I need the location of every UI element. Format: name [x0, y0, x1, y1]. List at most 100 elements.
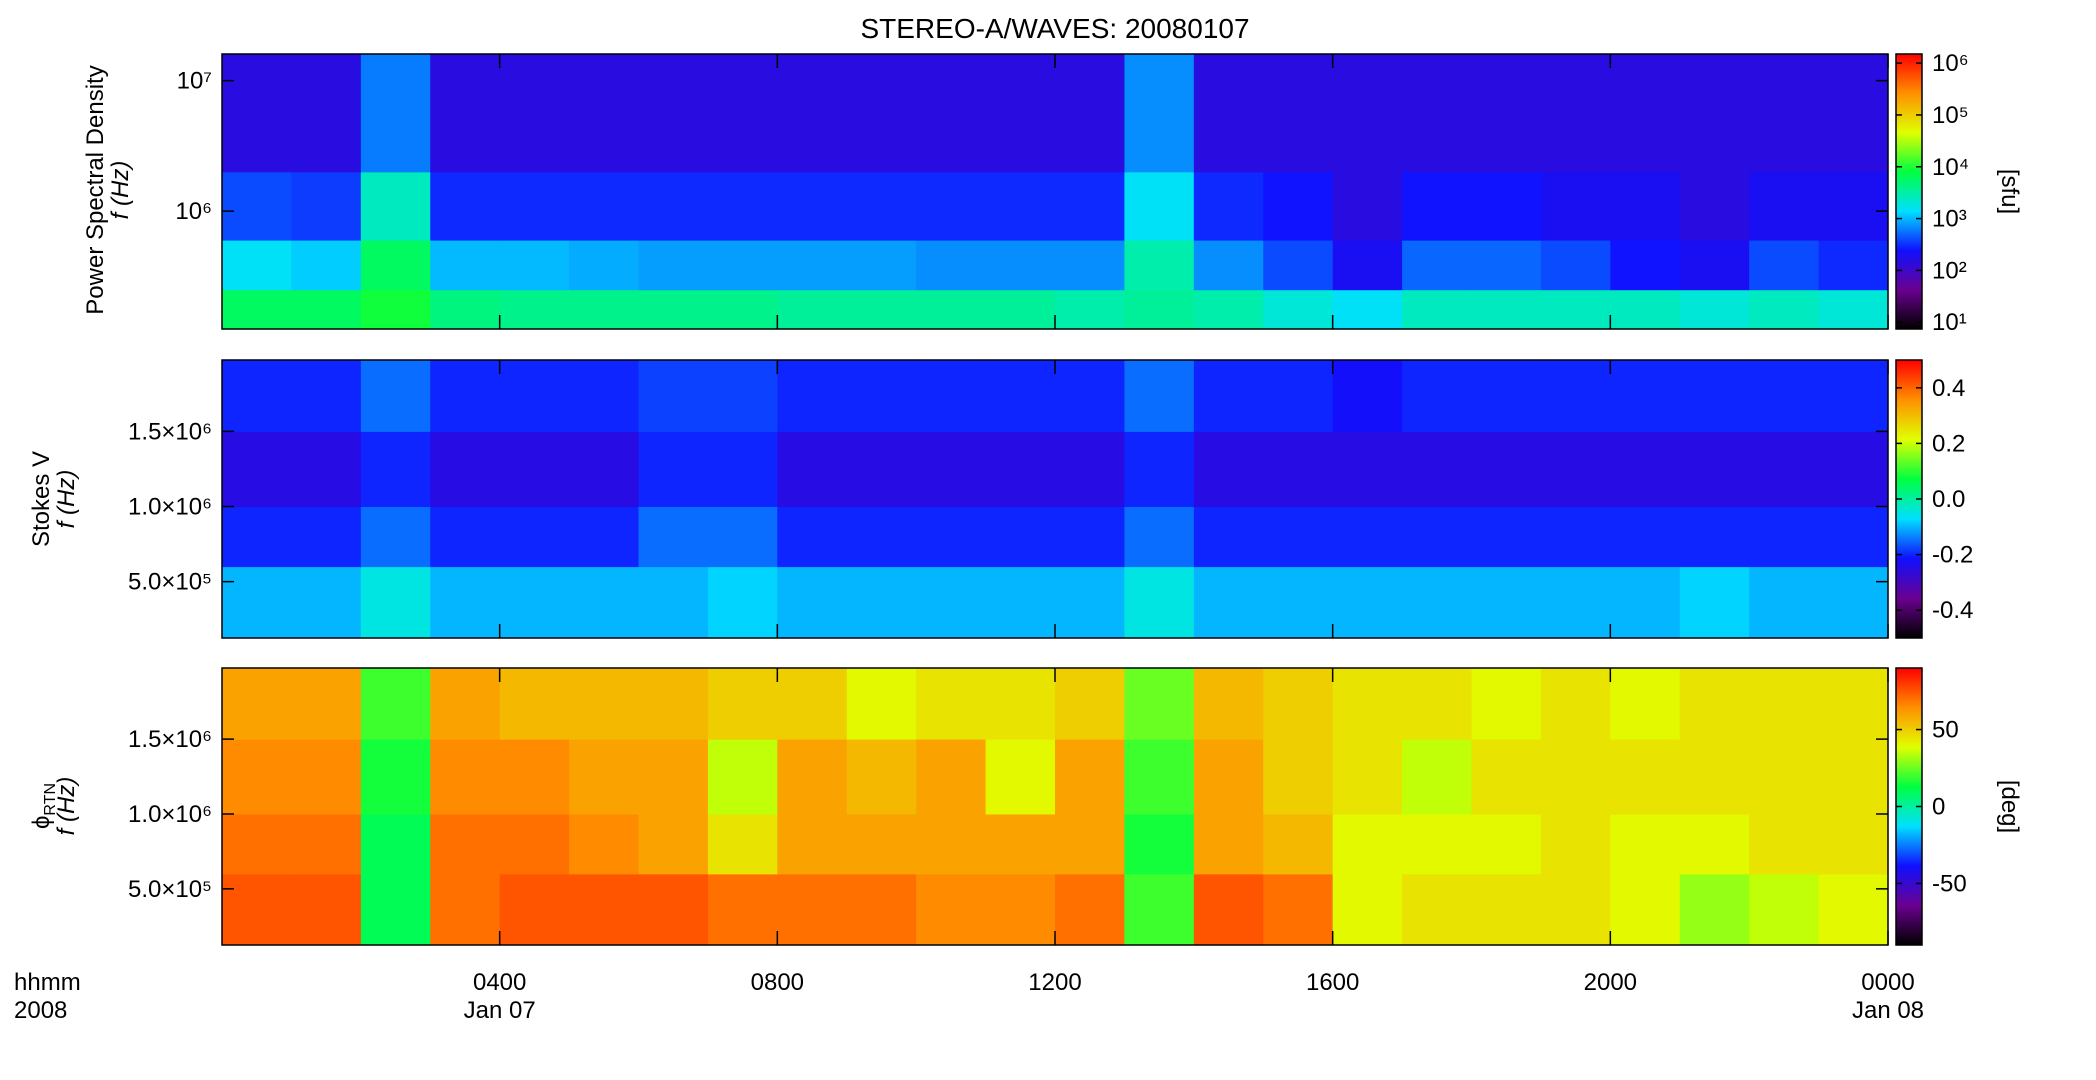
- heatmap-cell: [1193, 360, 1264, 432]
- heatmap-cell: [638, 873, 709, 946]
- x-tick-label: 1200: [1028, 969, 1081, 996]
- heatmap-cell: [1610, 289, 1681, 330]
- heatmap-cell: [1749, 739, 1820, 815]
- heatmap-cell: [499, 506, 570, 568]
- heatmap-cell: [360, 431, 431, 508]
- heatmap-cell: [985, 668, 1056, 740]
- heatmap-cell: [777, 289, 848, 330]
- chart-title: STEREO-A/WAVES: 20080107: [860, 13, 1249, 44]
- heatmap-cell: [777, 240, 848, 291]
- heatmap-cell: [222, 431, 292, 508]
- heatmap-cell: [1749, 171, 1820, 241]
- heatmap-cell: [846, 813, 917, 875]
- heatmap-cell: [1749, 813, 1820, 875]
- heatmap-cell: [360, 813, 431, 875]
- heatmap-cell: [1749, 54, 1820, 173]
- heatmap-cell: [1402, 506, 1472, 568]
- colorbar: [1895, 53, 1923, 330]
- heatmap-cell: [1540, 360, 1611, 432]
- heatmap: [222, 360, 1889, 639]
- heatmap-cell: [1471, 813, 1542, 875]
- heatmap-cell: [430, 668, 501, 740]
- heatmap-cell: [985, 360, 1056, 432]
- heatmap-cell: [1193, 566, 1264, 639]
- heatmap-cell: [638, 431, 709, 508]
- heatmap-cell: [1124, 171, 1195, 241]
- heatmap-cell: [638, 171, 709, 241]
- heatmap-cell: [916, 360, 987, 432]
- heatmap-cell: [916, 668, 987, 740]
- heatmap-cell: [1193, 506, 1264, 568]
- y-axis-label: ϕRTN: [28, 783, 59, 829]
- heatmap-cell: [1124, 431, 1195, 508]
- heatmap-cell: [846, 739, 917, 815]
- heatmap-cell: [1471, 240, 1542, 291]
- heatmap-cell: [499, 54, 570, 173]
- heatmap-cell: [1263, 240, 1334, 291]
- heatmap-cell: [360, 873, 431, 946]
- heatmap-cell: [1540, 54, 1611, 173]
- heatmap-cell: [1540, 506, 1611, 568]
- heatmap-cell: [1610, 506, 1681, 568]
- heatmap-cell: [569, 739, 639, 815]
- heatmap-cell: [1332, 566, 1403, 639]
- heatmap-cell: [1332, 289, 1403, 330]
- colorbar-tick-label: 0.2: [1932, 430, 1965, 457]
- heatmap-cell: [1124, 873, 1195, 946]
- heatmap-cell: [222, 506, 292, 568]
- heatmap-cell: [1263, 431, 1334, 508]
- heatmap-cell: [360, 668, 431, 740]
- heatmap-cell: [1402, 54, 1472, 173]
- heatmap-cell: [638, 813, 709, 875]
- y-label-symbol: ϕ: [28, 816, 55, 829]
- heatmap-cell: [846, 431, 917, 508]
- heatmap-cell: [1679, 240, 1750, 291]
- heatmap-cell: [1055, 431, 1125, 508]
- heatmap-cell: [707, 431, 778, 508]
- heatmap-cell: [1818, 668, 1889, 740]
- heatmap-cell: [1610, 668, 1681, 740]
- heatmap-cell: [1193, 873, 1264, 946]
- heatmap-cell: [499, 240, 570, 291]
- heatmap-cell: [1402, 289, 1472, 330]
- heatmap-cell: [1193, 171, 1264, 241]
- heatmap-cell: [569, 360, 639, 432]
- y-axis-label: Power Spectral Density: [82, 65, 109, 314]
- heatmap: [222, 668, 1889, 946]
- heatmap-cell: [638, 54, 709, 173]
- heatmap-cell: [1124, 668, 1195, 740]
- heatmap-cell: [1818, 506, 1889, 568]
- heatmap-cell: [1610, 54, 1681, 173]
- heatmap-cell: [1749, 289, 1820, 330]
- heatmap-cell: [1679, 171, 1750, 241]
- x-tick-label: 0400: [473, 969, 526, 996]
- heatmap-cell: [1124, 739, 1195, 815]
- heatmap-cell: [777, 54, 848, 173]
- heatmap-cell: [1193, 739, 1264, 815]
- heatmap-cell: [1055, 360, 1125, 432]
- heatmap-cell: [1263, 54, 1334, 173]
- y-tick-label: 10⁶: [175, 198, 212, 225]
- heatmap-cell: [985, 54, 1056, 173]
- heatmap-cell: [569, 431, 639, 508]
- heatmap-cell: [1610, 240, 1681, 291]
- heatmap-cell: [1193, 240, 1264, 291]
- heatmap-cell: [1332, 171, 1403, 241]
- heatmap-cell: [1402, 873, 1472, 946]
- heatmap-cell: [916, 54, 987, 173]
- heatmap-cell: [499, 813, 570, 875]
- heatmap-cell: [707, 171, 778, 241]
- heatmap-cell: [1610, 566, 1681, 639]
- colorbar-label: [sfu]: [1996, 169, 2023, 214]
- heatmap-cell: [569, 668, 639, 740]
- heatmap-cell: [430, 431, 501, 508]
- heatmap-cell: [1193, 813, 1264, 875]
- heatmap-cell: [1471, 54, 1542, 173]
- heatmap-cell: [360, 289, 431, 330]
- y-axis-label: f (Hz): [53, 777, 80, 836]
- heatmap-cell: [1749, 240, 1820, 291]
- colorbar-tick-label: -0.4: [1932, 597, 1973, 624]
- heatmap-cell: [360, 566, 431, 639]
- heatmap-cell: [1055, 506, 1125, 568]
